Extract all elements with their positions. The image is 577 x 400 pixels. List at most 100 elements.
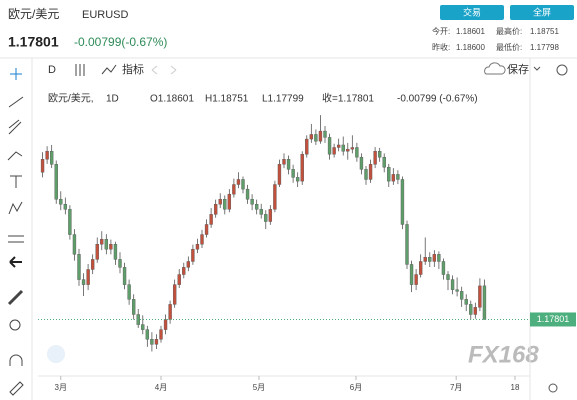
candle-body (277, 164, 282, 185)
cross-tool[interactable] (10, 68, 22, 80)
candle-body (291, 169, 295, 178)
candle-body (122, 267, 127, 285)
candle-body (131, 299, 136, 315)
candle-body (168, 304, 172, 320)
candle-body (359, 156, 364, 170)
candle-body (218, 199, 222, 205)
text-tool[interactable] (10, 175, 22, 188)
candle-body (150, 339, 154, 345)
x-tick-label: 6月 (350, 383, 362, 392)
fib-tool[interactable] (8, 119, 22, 135)
candle-body (368, 164, 373, 180)
candle-body (100, 238, 104, 245)
candle-body (377, 151, 382, 158)
bars-icon[interactable] (75, 64, 85, 76)
candle-body (172, 284, 177, 305)
legend-high: H1.18751 (205, 94, 249, 105)
axis-settings[interactable] (548, 383, 558, 393)
candle-body (145, 329, 150, 340)
candle-body (81, 279, 86, 285)
candle-body (418, 261, 423, 275)
candle-body (286, 159, 291, 170)
candle-body (49, 151, 54, 165)
brush-tool[interactable] (7, 151, 23, 161)
stat-label: 最低价: (496, 42, 522, 52)
candle-body (314, 134, 318, 142)
candle-body (428, 257, 432, 262)
candle-body (45, 151, 49, 160)
trade-label[interactable]: 交易 (463, 6, 481, 17)
candle-body (141, 324, 145, 330)
candle-body (186, 261, 191, 268)
candle-body (127, 284, 131, 300)
dropdown[interactable] (533, 66, 541, 71)
line-tool[interactable] (8, 96, 24, 108)
indicators[interactable]: 指标 (122, 62, 144, 76)
candle-body (346, 148, 350, 152)
candle-body (364, 169, 368, 180)
price-label-box (530, 312, 576, 327)
candle-body (245, 188, 250, 200)
legend-change: -0.00799 (-0.67%) (397, 94, 478, 105)
candle-body (282, 159, 286, 165)
candle-body (373, 151, 377, 165)
candle-body (414, 274, 418, 285)
candle-body (136, 314, 140, 325)
candle-body (382, 156, 386, 168)
fullscreen-label[interactable]: 全屏 (533, 6, 551, 17)
candle-body (250, 199, 254, 205)
candle-body (72, 234, 77, 255)
measure-tool[interactable] (8, 235, 24, 243)
cloud-icon[interactable] (484, 62, 506, 75)
stat-value: 1.18600 (456, 43, 485, 52)
price-label: 1.17801 (537, 314, 570, 324)
candle-body (54, 164, 58, 200)
candle-body (396, 174, 400, 180)
candle-body (400, 179, 405, 225)
candle-body (341, 144, 345, 152)
candle-body (409, 264, 414, 285)
candle-body (446, 274, 450, 280)
stat-value: 1.18601 (456, 27, 485, 36)
candle-body (264, 214, 268, 222)
candle-body (350, 147, 355, 150)
candle-body (268, 209, 273, 222)
undo-redo[interactable] (151, 65, 177, 75)
watermark: FX168 (468, 341, 539, 368)
stat-label: 最高价: (496, 26, 522, 36)
legend-close: 收=1.17801 (322, 92, 374, 105)
cloud-badge[interactable] (47, 345, 65, 363)
candle-body (455, 289, 459, 292)
x-tick-label: 18 (511, 383, 520, 392)
stat-value: 1.18751 (530, 27, 559, 36)
candle-body (254, 204, 259, 210)
fullscreen-button[interactable] (510, 5, 574, 20)
candle-body (177, 274, 181, 285)
candle-body (300, 154, 304, 182)
ruler-tool[interactable] (7, 289, 24, 306)
magnet-tool[interactable] (9, 354, 23, 366)
zoom-tool[interactable] (9, 319, 21, 331)
candle-body (391, 174, 396, 182)
pattern-tool[interactable] (8, 201, 23, 215)
trade-button[interactable] (440, 5, 504, 20)
indicator-icon[interactable] (101, 64, 117, 75)
candle-body (118, 259, 122, 268)
candle-body (191, 249, 195, 262)
pencil-tool[interactable] (9, 381, 24, 396)
candle-body (232, 184, 236, 195)
candle-body (227, 193, 232, 210)
settings-icon[interactable] (556, 64, 568, 76)
candle-body (204, 224, 209, 235)
legend-open: O1.18601 (150, 94, 194, 105)
candle-body (295, 177, 300, 182)
candle-body (464, 299, 468, 305)
candle-body (77, 254, 81, 280)
back-tool[interactable] (9, 256, 22, 268)
candle-body (473, 307, 478, 315)
interval[interactable]: D (48, 64, 56, 76)
candle-body (309, 134, 314, 140)
save[interactable]: 保存 (507, 62, 529, 76)
price: 1.17801 (8, 34, 59, 50)
